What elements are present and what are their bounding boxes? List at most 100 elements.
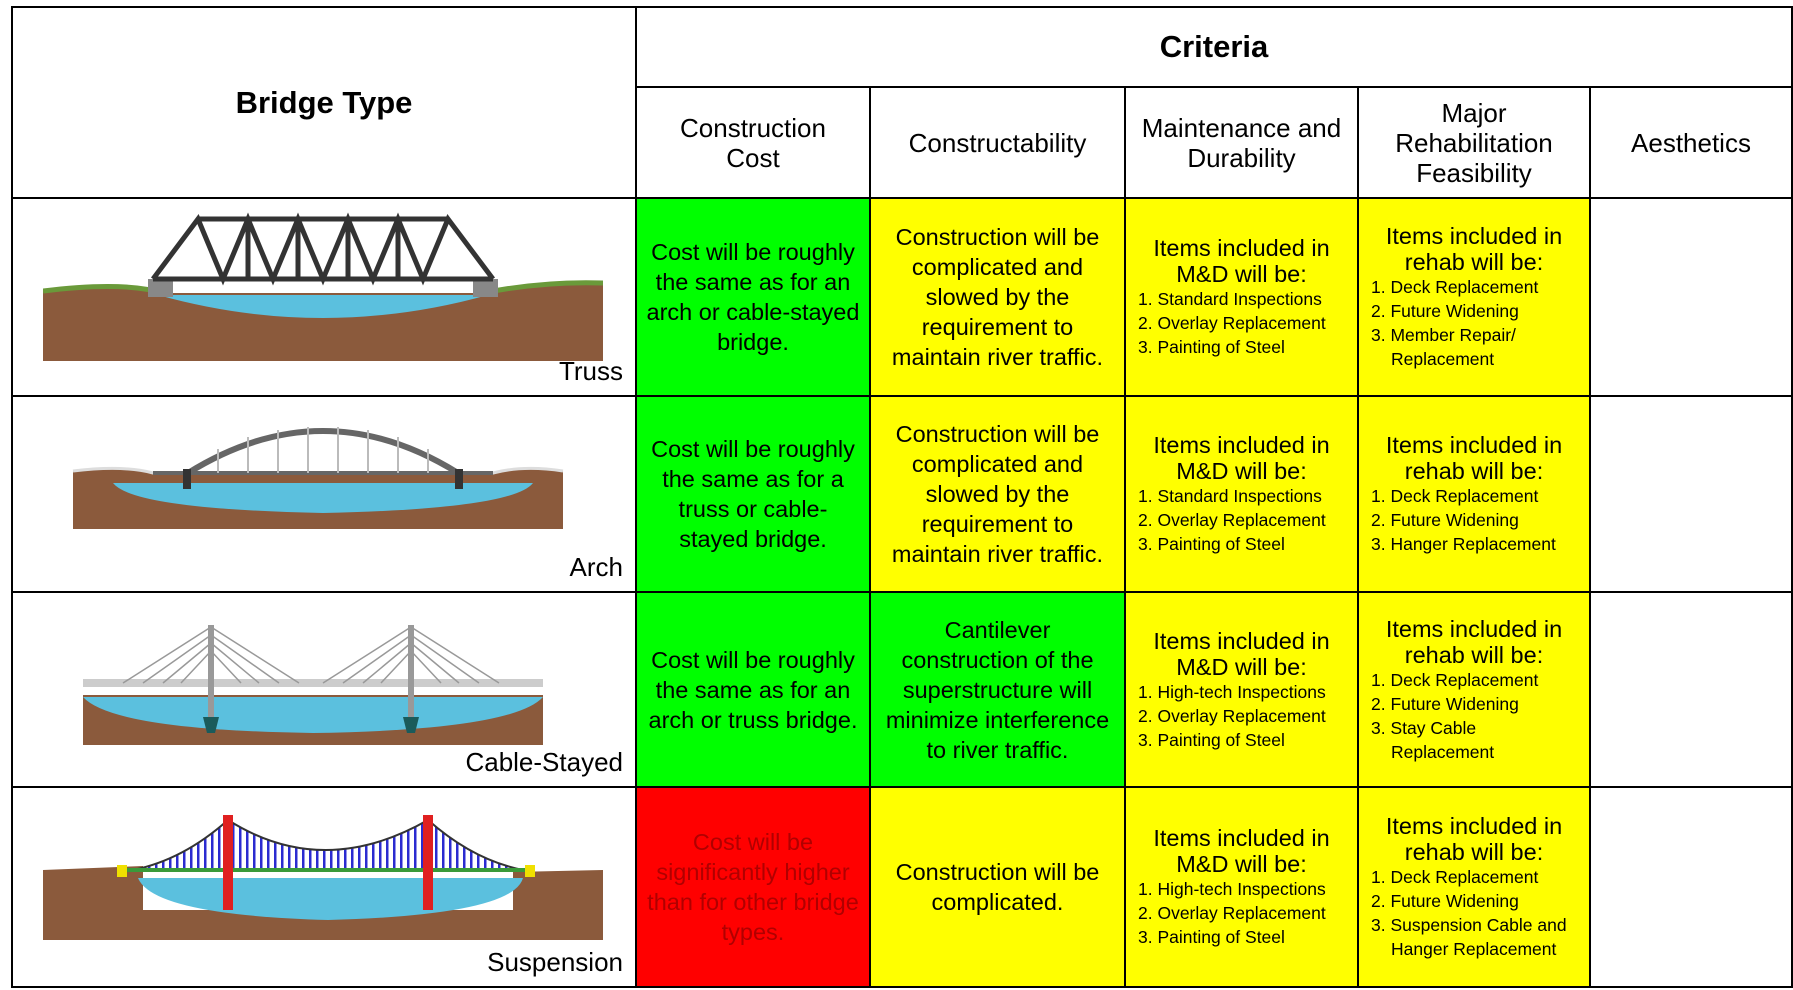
rehab-list: 1. Deck Replacement 2. Future Widening 3. … — [1359, 484, 1589, 556]
aesthetics-cell — [1589, 786, 1793, 988]
list-item: 1. Standard Inspections — [1138, 289, 1322, 309]
maintenance-cell: Items included in M&D will be: 1. Standar… — [1124, 197, 1359, 397]
table-body: Truss Cost will be roughly the same as fo… — [11, 197, 1793, 988]
suspension-illustration — [43, 815, 603, 940]
header-row: Bridge Type Criteria — [11, 6, 1793, 199]
rehab-intro: Items included in rehab will be: — [1385, 223, 1563, 275]
cable-stayed-illustration — [83, 625, 543, 745]
comparison-table: Bridge Type Criteria Construction Cost C… — [11, 6, 1793, 988]
list-item: 3. Suspension Cable and Hanger Replaceme… — [1371, 915, 1567, 959]
column-header: Constructability — [869, 86, 1126, 199]
column-header: Major Rehabilitation Feasibility — [1357, 86, 1591, 199]
rehab-cell: Items included in rehab will be: 1. Deck … — [1357, 591, 1591, 788]
constructability-cell: Construction will be complicated and slo… — [869, 197, 1126, 397]
maintenance-cell: Items included in M&D will be: 1. High-te… — [1124, 591, 1359, 788]
list-item: 1. High-tech Inspections — [1138, 879, 1326, 899]
rehab-cell: Items included in rehab will be: 1. Deck … — [1357, 395, 1591, 593]
bridge-cell: Arch — [11, 395, 637, 593]
cost-text: Cost will be roughly the same as for an … — [648, 646, 858, 733]
bridge-type-header: Bridge Type — [11, 6, 637, 199]
list-item: 1. Deck Replacement — [1371, 486, 1539, 506]
constructability-cell: Construction will be complicated and slo… — [869, 395, 1126, 593]
constructability-text: Construction will be complicated and slo… — [891, 224, 1104, 370]
list-item: 2. Future Widening — [1371, 891, 1519, 911]
cost-cell: Cost will be roughly the same as for an … — [635, 591, 871, 788]
column-header: Aesthetics — [1589, 86, 1793, 199]
cost-cell: Cost will be significantly higher than f… — [635, 786, 871, 988]
list-item: 1. Deck Replacement — [1371, 277, 1539, 297]
bridge-type-label: Suspension — [487, 947, 623, 977]
constructability-text: Construction will be complicated. — [895, 859, 1100, 915]
constructability-text: Cantilever construction of the superstru… — [885, 616, 1110, 763]
header-text: Aesthetics — [1631, 127, 1751, 158]
column-header: Maintenance and Durability — [1124, 86, 1359, 199]
header-row: Construction Cost Constructability Maint… — [12, 86, 1793, 199]
bridge-type-label: Arch — [569, 552, 623, 582]
maintenance-intro: Items included in M&D will be: — [1153, 432, 1330, 484]
table-row: Arch Cost will be roughly the same as for… — [11, 395, 1793, 593]
list-item: 2. Future Widening — [1371, 693, 1519, 714]
rehab-list: 1. Deck Replacement 2. Future Widening 3. … — [1359, 865, 1589, 961]
list-item: 2. Future Widening — [1371, 301, 1519, 321]
cost-cell: Cost will be roughly the same as for a t… — [635, 395, 871, 593]
constructability-cell: Cantilever construction of the superstru… — [869, 591, 1126, 788]
list-item: 2. Overlay Replacement — [1138, 705, 1326, 726]
rehab-intro: Items included in rehab will be: — [1385, 615, 1563, 668]
rehab-intro: Items included in rehab will be: — [1385, 432, 1563, 484]
maintenance-intro: Items included in M&D will be: — [1153, 235, 1330, 287]
list-item: 2. Overlay Replacement — [1138, 313, 1326, 333]
cost-cell: Cost will be roughly the same as for an … — [635, 197, 871, 397]
table-row: Suspension Cost will be significantly hig… — [11, 786, 1793, 988]
cost-text: Cost will be significantly higher than f… — [647, 829, 859, 945]
criteria-header: Criteria — [635, 6, 1793, 88]
list-item: 2. Future Widening — [1371, 510, 1519, 530]
table-row: Cable-Stayed Cost will be roughly the sam… — [11, 591, 1793, 788]
list-item: 3. Hanger Replacement — [1371, 534, 1556, 554]
list-item: 1. High-tech Inspections — [1138, 681, 1326, 702]
header-text: Constructability — [908, 127, 1087, 158]
rehab-cell: Items included in rehab will be: 1. Deck … — [1357, 786, 1591, 988]
aesthetics-cell — [1589, 591, 1793, 788]
cost-text: Cost will be roughly the same as for a t… — [651, 436, 855, 552]
header-text: Major Rehabilitation Feasibility — [1395, 97, 1553, 188]
rehab-list: 1. Deck Replacement 2. Future Widening 3. … — [1359, 668, 1589, 764]
truss-illustration — [43, 212, 603, 361]
rehab-intro: Items included in rehab will be: — [1385, 813, 1563, 865]
list-item: 3. Painting of Steel — [1138, 534, 1285, 554]
arch-illustration — [72, 427, 564, 529]
maintenance-cell: Items included in M&D will be: 1. High-te… — [1124, 786, 1359, 988]
rehab-list: 1. Deck Replacement 2. Future Widening 3. … — [1359, 275, 1589, 371]
bridge-type-label: Cable-Stayed — [465, 747, 623, 777]
rehab-cell: Items included in rehab will be: 1. Deck … — [1357, 197, 1591, 397]
list-item: 3. Painting of Steel — [1138, 337, 1285, 357]
maintenance-cell: Items included in M&D will be: 1. Standar… — [1124, 395, 1359, 593]
list-item: 3. Painting of Steel — [1138, 729, 1285, 750]
bridge-cell: Cable-Stayed — [11, 591, 637, 788]
header-text: Maintenance and Durability — [1141, 112, 1342, 173]
list-item: 1. Standard Inspections — [1138, 486, 1322, 506]
list-item: 2. Overlay Replacement — [1138, 903, 1326, 923]
constructability-text: Construction will be complicated and slo… — [891, 421, 1104, 567]
header-text: Construction Cost — [680, 112, 826, 173]
aesthetics-cell — [1589, 197, 1793, 397]
list-item: 3. Member Repair/ Replacement — [1371, 325, 1516, 369]
list-item: 2. Overlay Replacement — [1138, 510, 1326, 530]
maintenance-list: 1. Standard Inspections 2. Overlay Replac… — [1126, 484, 1357, 556]
bridge-type-label: Truss — [558, 356, 623, 386]
list-item: 1. Deck Replacement — [1371, 867, 1539, 887]
constructability-cell: Construction will be complicated. — [869, 786, 1126, 988]
bridge-cell: Suspension — [11, 786, 637, 988]
list-item: 3. Stay Cable Replacement — [1371, 717, 1495, 762]
bridge-cell: Truss — [11, 197, 637, 397]
maintenance-intro: Items included in M&D will be: — [1153, 627, 1330, 680]
list-item: 1. Deck Replacement — [1371, 669, 1539, 690]
table-row: Truss Cost will be roughly the same as fo… — [11, 197, 1793, 397]
maintenance-list: 1. High-tech Inspections 2. Overlay Repla… — [1126, 877, 1357, 949]
column-header: Construction Cost — [635, 86, 871, 199]
cost-text: Cost will be roughly the same as for an … — [646, 239, 860, 355]
maintenance-list: 1. High-tech Inspections 2. Overlay Repla… — [1126, 680, 1357, 752]
maintenance-intro: Items included in M&D will be: — [1153, 825, 1330, 877]
list-item: 3. Painting of Steel — [1138, 927, 1285, 947]
aesthetics-cell — [1589, 395, 1793, 593]
